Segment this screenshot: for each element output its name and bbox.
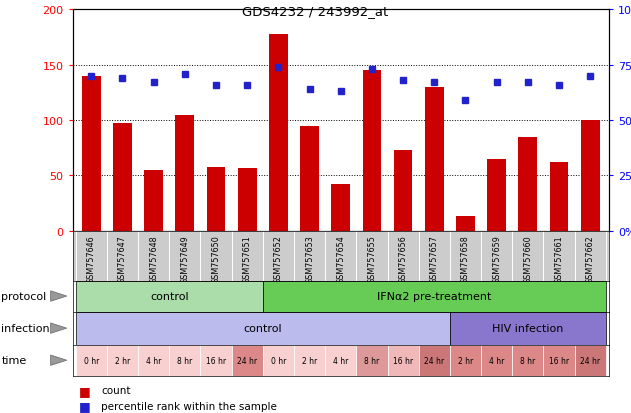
Bar bbox=[325, 345, 357, 376]
Bar bbox=[262, 281, 606, 312]
Text: 4 hr: 4 hr bbox=[489, 356, 504, 365]
Polygon shape bbox=[50, 323, 67, 334]
Polygon shape bbox=[50, 291, 67, 301]
Text: GSM757648: GSM757648 bbox=[149, 235, 158, 283]
Text: 8 hr: 8 hr bbox=[177, 356, 192, 365]
Text: GSM757647: GSM757647 bbox=[118, 235, 127, 283]
Text: ■: ■ bbox=[79, 384, 91, 397]
Bar bbox=[144, 171, 163, 231]
Text: 0 hr: 0 hr bbox=[83, 356, 99, 365]
Bar bbox=[76, 281, 262, 312]
Text: GSM757660: GSM757660 bbox=[523, 235, 533, 283]
Text: GSM757658: GSM757658 bbox=[461, 235, 470, 283]
Text: control: control bbox=[244, 323, 282, 333]
Text: 16 hr: 16 hr bbox=[549, 356, 569, 365]
Bar bbox=[113, 124, 132, 231]
Bar bbox=[481, 345, 512, 376]
Bar bbox=[294, 345, 325, 376]
Bar bbox=[550, 163, 569, 231]
Bar bbox=[169, 345, 201, 376]
Text: 2 hr: 2 hr bbox=[115, 356, 130, 365]
Bar bbox=[331, 185, 350, 231]
Text: infection: infection bbox=[1, 323, 50, 333]
Text: 2 hr: 2 hr bbox=[458, 356, 473, 365]
Text: GSM757649: GSM757649 bbox=[180, 235, 189, 283]
Text: count: count bbox=[101, 385, 131, 395]
Bar bbox=[363, 71, 381, 231]
Text: 16 hr: 16 hr bbox=[393, 356, 413, 365]
Text: HIV infection: HIV infection bbox=[492, 323, 563, 333]
Text: GSM757646: GSM757646 bbox=[87, 235, 96, 283]
Text: 24 hr: 24 hr bbox=[237, 356, 257, 365]
Bar bbox=[138, 345, 169, 376]
Text: 24 hr: 24 hr bbox=[580, 356, 600, 365]
Bar bbox=[76, 312, 450, 345]
Text: GSM757662: GSM757662 bbox=[586, 235, 594, 283]
Text: GSM757650: GSM757650 bbox=[211, 235, 220, 283]
Text: GSM757653: GSM757653 bbox=[305, 235, 314, 283]
Bar bbox=[206, 167, 225, 231]
Text: 4 hr: 4 hr bbox=[146, 356, 162, 365]
Text: 0 hr: 0 hr bbox=[271, 356, 286, 365]
Bar bbox=[394, 151, 413, 231]
Text: ■: ■ bbox=[79, 399, 91, 412]
Bar bbox=[419, 345, 450, 376]
Bar bbox=[450, 345, 481, 376]
Text: GSM757661: GSM757661 bbox=[555, 235, 563, 283]
Bar bbox=[201, 345, 232, 376]
Bar bbox=[425, 88, 444, 231]
Bar bbox=[387, 345, 419, 376]
Text: percentile rank within the sample: percentile rank within the sample bbox=[101, 401, 277, 411]
Text: 24 hr: 24 hr bbox=[424, 356, 444, 365]
Text: GSM757656: GSM757656 bbox=[399, 235, 408, 283]
Bar bbox=[269, 35, 288, 231]
Bar bbox=[450, 312, 606, 345]
Text: GSM757651: GSM757651 bbox=[243, 235, 252, 283]
Bar bbox=[107, 345, 138, 376]
Text: 4 hr: 4 hr bbox=[333, 356, 348, 365]
Text: time: time bbox=[1, 355, 27, 366]
Bar bbox=[487, 159, 506, 231]
Polygon shape bbox=[50, 355, 67, 366]
Text: 8 hr: 8 hr bbox=[364, 356, 380, 365]
Text: 8 hr: 8 hr bbox=[520, 356, 536, 365]
Text: control: control bbox=[150, 291, 189, 301]
Bar bbox=[519, 138, 537, 231]
Text: GDS4232 / 243992_at: GDS4232 / 243992_at bbox=[242, 5, 389, 18]
Bar bbox=[262, 345, 294, 376]
Bar bbox=[575, 345, 606, 376]
Text: GSM757657: GSM757657 bbox=[430, 235, 439, 283]
Text: 16 hr: 16 hr bbox=[206, 356, 226, 365]
Text: GSM757652: GSM757652 bbox=[274, 235, 283, 283]
Bar bbox=[300, 126, 319, 231]
Bar bbox=[512, 345, 543, 376]
Text: GSM757655: GSM757655 bbox=[367, 235, 377, 283]
Text: 2 hr: 2 hr bbox=[302, 356, 317, 365]
Text: GSM757659: GSM757659 bbox=[492, 235, 501, 283]
Bar bbox=[357, 345, 387, 376]
Bar bbox=[581, 121, 599, 231]
Bar bbox=[238, 169, 257, 231]
Bar bbox=[232, 345, 262, 376]
Text: IFNα2 pre-treatment: IFNα2 pre-treatment bbox=[377, 291, 492, 301]
Bar bbox=[82, 77, 100, 231]
Bar bbox=[543, 345, 575, 376]
Text: GSM757654: GSM757654 bbox=[336, 235, 345, 283]
Bar bbox=[175, 115, 194, 231]
Text: protocol: protocol bbox=[1, 291, 47, 301]
Bar bbox=[76, 345, 107, 376]
Bar bbox=[456, 217, 475, 231]
